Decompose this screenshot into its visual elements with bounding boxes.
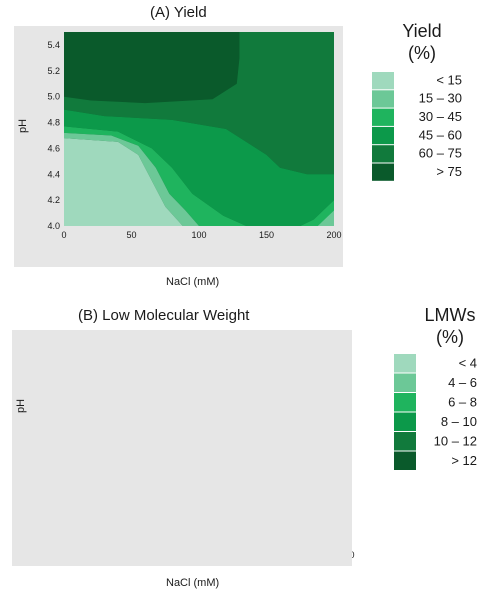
chart-0-x-tick-label: 50: [126, 230, 136, 240]
chart-1-legend-label: 6 – 8: [448, 394, 477, 409]
chart-0-y-tick-label: 5.0: [47, 92, 60, 102]
chart-1-legend-label: 8 – 10: [441, 414, 477, 429]
chart-0-y-tick-label: 5.4: [47, 40, 60, 50]
chart-0-legend-label: > 75: [436, 164, 462, 179]
chart-0-y-tick-label: 4.4: [47, 169, 60, 179]
chart-0-contour-region-2: [64, 109, 334, 226]
panel-b-legend-title-line1: LMWs: [424, 305, 476, 325]
panel-b-xlabel: NaCl (mM): [166, 577, 220, 589]
chart-0-contour-region-5: [64, 132, 199, 226]
panel-b-background: [12, 330, 352, 566]
panel-b-legend-title: LMWs (%): [410, 304, 490, 348]
chart-0-legend-swatch: [372, 90, 394, 108]
chart-0-y-tick-label: 4.8: [47, 118, 60, 128]
chart-0-legend-swatch: [372, 126, 394, 145]
panel-a-title: (A) Yield: [150, 4, 207, 21]
chart-0-x-tick-label: 0: [61, 230, 66, 240]
chart-0-legend-swatch: [372, 163, 394, 181]
chart-1-legend-swatch: [394, 373, 416, 392]
chart-0-y-tick-label: 4.6: [47, 143, 60, 153]
chart-1-legend-label: 4 – 6: [448, 375, 477, 390]
chart-0-x-tick-label: 200: [326, 230, 341, 240]
chart-1-legend-swatch: [394, 354, 416, 373]
chart-1-legend-label: > 12: [451, 453, 477, 468]
chart-0-contour-region-6: [317, 210, 334, 226]
chart-0-x-tick-label: 150: [259, 230, 274, 240]
panel-b-ylabel: pH: [15, 398, 28, 414]
panel-a-xlabel: NaCl (mM): [166, 276, 220, 288]
chart-0-contour-region-3: [64, 126, 247, 226]
chart-0-y-tick-label: 4.2: [47, 195, 60, 205]
panel-b-title: (B) Low Molecular Weight: [78, 307, 250, 324]
chart-0-contour-region-1: [64, 32, 334, 175]
chart-0-legend-label: 45 – 60: [419, 127, 462, 142]
chart-0-legend-label: < 15: [436, 72, 462, 87]
panel-b-legend-title-line2: (%): [436, 327, 464, 347]
chart-1-legend-label: 10 – 12: [434, 433, 477, 448]
panel-a-legend-title-line1: Yield: [402, 21, 442, 41]
chart-0-x-tick-label: 100: [191, 230, 206, 240]
chart-0-legend-label: 30 – 45: [419, 109, 462, 124]
chart-1-legend-label: < 4: [459, 355, 477, 370]
chart-1-legend-swatch: [394, 393, 416, 412]
chart-1-legend-swatch: [394, 451, 416, 470]
chart-0-contour-region-7: [64, 138, 183, 226]
chart-0-legend-swatch: [372, 108, 394, 126]
chart-0-legend-swatch: [372, 72, 394, 90]
chart-0-y-tick-label: 5.2: [47, 66, 60, 76]
chart-0-legend-label: 60 – 75: [419, 146, 462, 161]
chart-1-legend-swatch: [394, 412, 416, 431]
chart-0-legend-label: 15 – 30: [419, 91, 462, 106]
panel-a-legend-title: Yield (%): [392, 20, 452, 64]
chart-0-y-tick-label: 4.0: [47, 221, 60, 231]
chart-1-legend-swatch: [394, 432, 416, 451]
chart-0-contour-region-0: [64, 32, 240, 104]
chart-0-legend-swatch: [372, 145, 394, 163]
panel-a-legend-title-line2: (%): [408, 43, 436, 63]
